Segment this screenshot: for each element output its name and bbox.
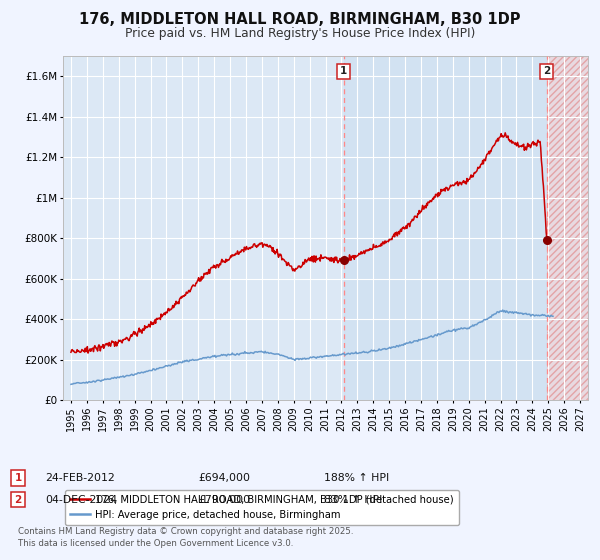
Text: Contains HM Land Registry data © Crown copyright and database right 2025.
This d: Contains HM Land Registry data © Crown c… (18, 527, 353, 548)
Text: 188% ↑ HPI: 188% ↑ HPI (324, 473, 389, 483)
Bar (547, 56, 588, 400)
Text: Price paid vs. HM Land Registry's House Price Index (HPI): Price paid vs. HM Land Registry's House … (125, 27, 475, 40)
Text: 83% ↑ HPI: 83% ↑ HPI (324, 494, 382, 505)
Text: 2: 2 (544, 67, 551, 77)
Text: 2: 2 (14, 494, 22, 505)
Text: 176, MIDDLETON HALL ROAD, BIRMINGHAM, B30 1DP: 176, MIDDLETON HALL ROAD, BIRMINGHAM, B3… (79, 12, 521, 27)
Text: £694,000: £694,000 (198, 473, 250, 483)
Text: 1: 1 (14, 473, 22, 483)
Text: 04-DEC-2024: 04-DEC-2024 (45, 494, 117, 505)
Bar (547, 56, 588, 400)
Text: 1: 1 (340, 67, 347, 77)
Bar (344, 56, 547, 400)
Text: 24-FEB-2012: 24-FEB-2012 (45, 473, 115, 483)
Text: £790,000: £790,000 (198, 494, 250, 505)
Legend: 176, MIDDLETON HALL ROAD, BIRMINGHAM, B30 1DP (detached house), HPI: Average pri: 176, MIDDLETON HALL ROAD, BIRMINGHAM, B3… (65, 490, 459, 525)
